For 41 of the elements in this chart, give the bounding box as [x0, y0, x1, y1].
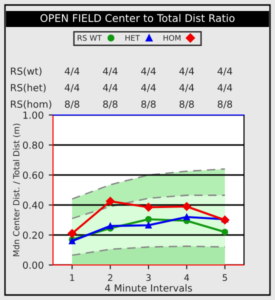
point	[222, 228, 228, 236]
point	[182, 202, 192, 211]
point	[107, 222, 114, 230]
text: 4/4	[218, 84, 232, 92]
text: 4/4	[102, 84, 118, 92]
x-tick-label: 5	[222, 274, 227, 282]
point	[145, 216, 152, 223]
point	[145, 222, 152, 229]
text: 8/8	[103, 100, 118, 109]
y-tick-label: 0.80	[22, 141, 44, 149]
text: 4/4	[218, 68, 232, 76]
point	[106, 196, 115, 206]
text: RS(hom)	[10, 100, 52, 109]
point	[144, 202, 153, 212]
text: RS(het)	[10, 84, 46, 92]
text: 4/4	[64, 68, 80, 76]
text: 8/8	[64, 100, 80, 109]
chart-title: OPEN FIELD Center to Total Dist Ratio	[40, 14, 235, 22]
text: RS(wt)	[10, 67, 42, 76]
text: 4/4	[179, 68, 194, 76]
text: 4/4	[64, 84, 80, 92]
x-tick-label: 4	[184, 274, 190, 281]
y-tick-label: 0.40	[22, 201, 44, 209]
y-tick-label: 1.00	[23, 111, 44, 119]
text: 8/8	[218, 100, 232, 109]
point	[68, 229, 77, 238]
x-tick-label: 2	[108, 274, 112, 281]
text: 8/8	[180, 100, 194, 109]
x-axis-title: 4 Minute Intervals	[105, 284, 192, 292]
x-tick-label: 1	[70, 274, 74, 281]
text: 4/4	[102, 68, 118, 76]
x-tick-label: 3	[146, 274, 151, 282]
text: 4/4	[141, 84, 156, 92]
y-axis-title: Mdn Center Dist. / Total Dist (m)	[12, 124, 20, 256]
y-tick-label: 0.60	[22, 171, 44, 179]
text: 4/4	[141, 68, 156, 76]
y-tick-label: 0.20	[22, 231, 44, 239]
text: 8/8	[141, 100, 156, 109]
y-tick-label: 0.00	[22, 261, 44, 269]
text: 4/4	[179, 84, 194, 92]
point	[183, 214, 190, 220]
